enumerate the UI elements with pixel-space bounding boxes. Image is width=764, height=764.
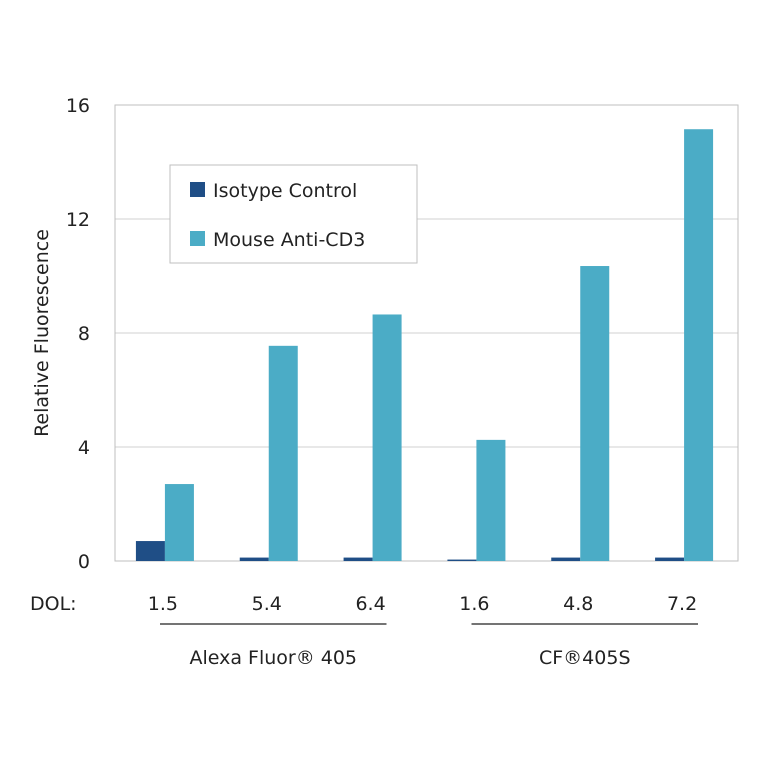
y-tick-label: 8 [78, 323, 90, 345]
bar-isotype-control [239, 557, 269, 561]
group-label: CF®405S [539, 647, 631, 669]
x-tick-label: 1.5 [148, 593, 178, 615]
legend-label: Mouse Anti-CD3 [213, 229, 365, 251]
bar-isotype-control [655, 557, 685, 561]
group-label: Alexa Fluor® 405 [189, 647, 357, 669]
bar-mouse-anti-cd3 [372, 314, 402, 561]
bar-mouse-anti-cd3 [164, 484, 194, 561]
y-tick-label: 4 [78, 437, 90, 459]
bar-mouse-anti-cd3 [476, 439, 506, 561]
bar-isotype-control [135, 541, 165, 561]
x-tick-label: 5.4 [252, 593, 282, 615]
y-tick-label: 0 [78, 551, 90, 573]
legend-swatch [190, 182, 205, 197]
y-tick-label: 12 [66, 209, 90, 231]
legend-label: Isotype Control [213, 180, 357, 202]
y-axis-label: Relative Fluorescence [31, 229, 53, 437]
bar-isotype-control [343, 557, 373, 561]
legend [169, 164, 418, 264]
y-tick-label: 16 [66, 95, 90, 117]
x-prefix-label: DOL: [30, 593, 77, 615]
plot-frame [114, 104, 739, 562]
x-tick-label: 7.2 [667, 593, 697, 615]
legend-swatch [190, 231, 205, 246]
bar-isotype-control [551, 557, 581, 561]
x-tick-label: 1.6 [459, 593, 489, 615]
bar-mouse-anti-cd3 [580, 266, 610, 561]
bar-mouse-anti-cd3 [684, 129, 714, 561]
x-tick-label: 6.4 [355, 593, 385, 615]
bar-mouse-anti-cd3 [268, 345, 298, 561]
bar-isotype-control [447, 559, 477, 561]
x-tick-label: 4.8 [563, 593, 593, 615]
